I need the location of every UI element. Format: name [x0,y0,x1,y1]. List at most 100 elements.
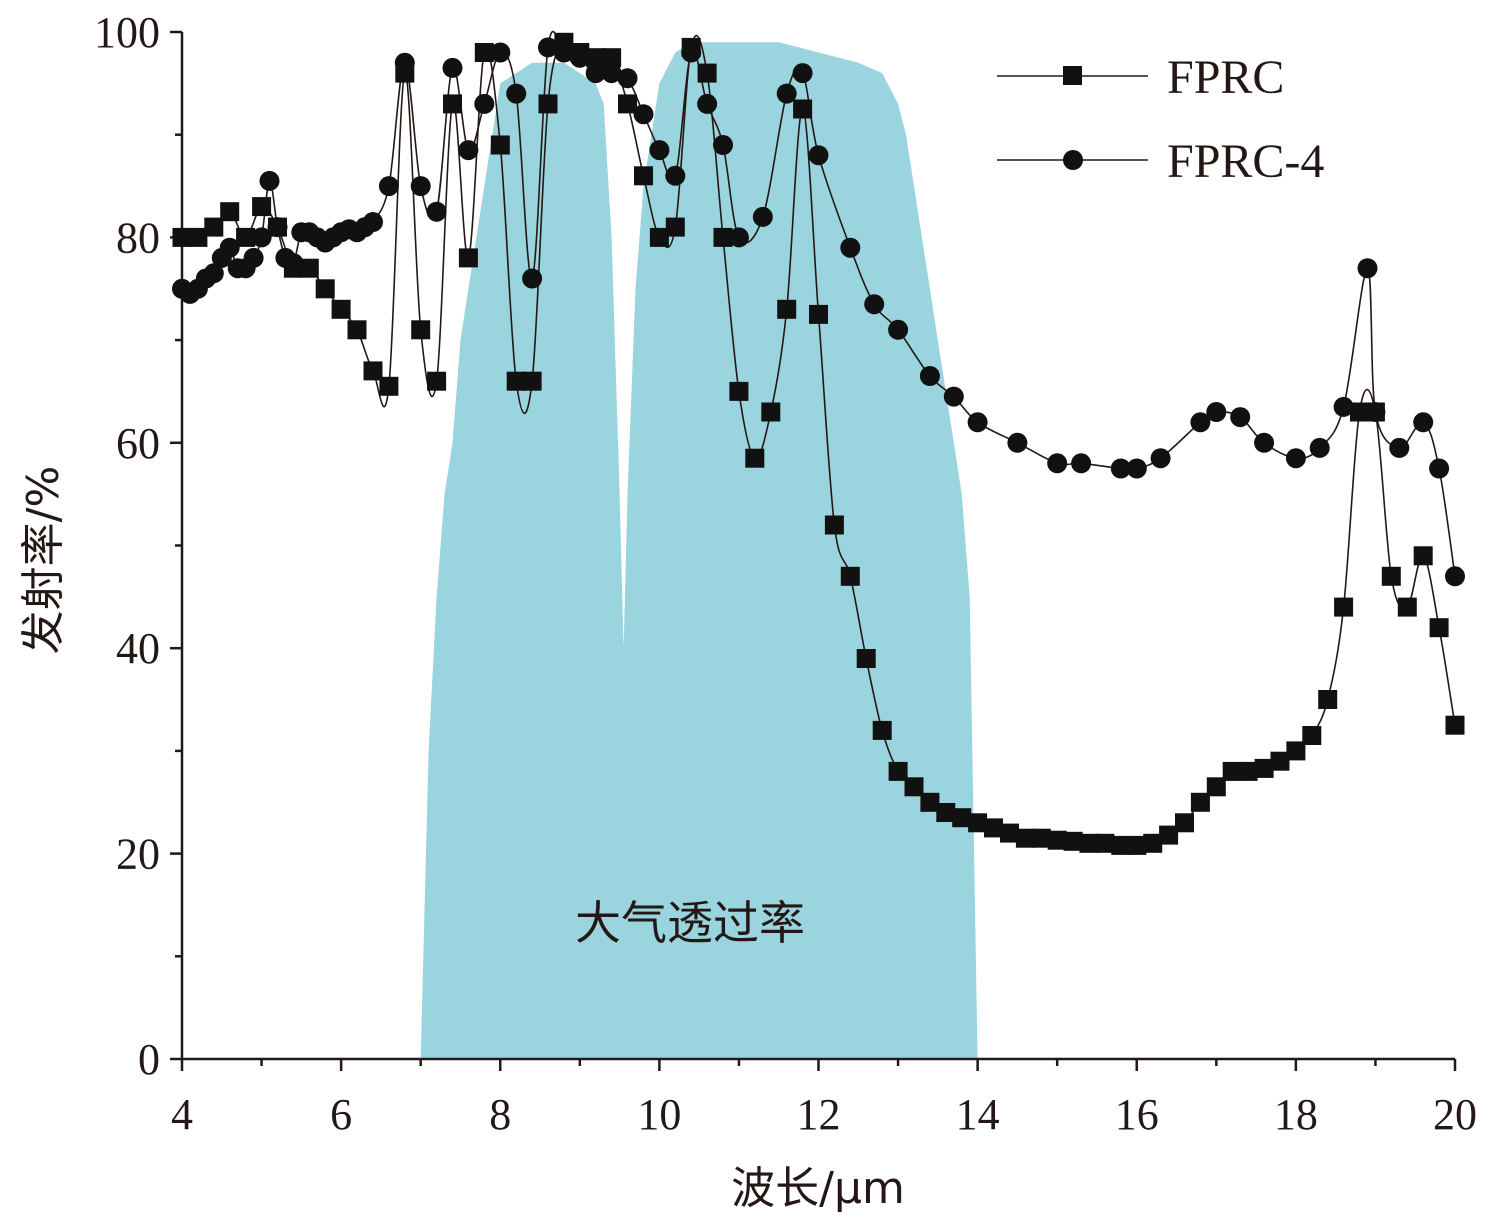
data-point-fprc4 [259,170,280,191]
data-point-fprc4 [617,68,638,89]
data-point-fprc [856,649,876,668]
data-point-fprc [920,792,940,812]
data-point-fprc4 [1429,458,1450,479]
data-point-fprc [697,63,717,83]
data-point-fprc4 [864,294,885,315]
data-point-fprc4 [442,57,463,78]
data-point-fprc4 [1047,453,1068,474]
data-point-fprc4 [474,93,495,114]
data-point-fprc [172,227,192,247]
data-point-fprc4 [394,52,415,73]
data-point-fprc4 [919,366,940,386]
data-point-fprc [1381,566,1401,586]
data-point-fprc [331,299,351,319]
data-point-fprc [236,227,256,247]
data-point-fprc [1079,833,1099,853]
data-point-fprc4 [569,47,590,68]
atmosphere-annotation: 大气透过率 [575,896,805,950]
data-point-fprc [824,515,844,535]
data-point-fprc [474,43,494,62]
data-point-fprc [1445,715,1465,735]
data-point-fprc [1063,831,1083,851]
data-point-fprc [1111,835,1131,855]
data-point-fprc [188,227,208,247]
data-point-fprc [411,320,431,340]
x-tick-label: 6 [330,1090,352,1139]
data-point-fprc [618,94,637,114]
data-point-fprc4 [1110,458,1131,479]
data-point-fprc [1015,828,1035,848]
y-tick-label: 20 [116,830,160,879]
data-point-fprc [1238,761,1258,781]
data-point-fprc4 [1190,412,1211,433]
data-point-fprc4 [1254,432,1275,453]
data-point-fprc4 [267,217,288,238]
data-point-fprc [1222,761,1242,781]
atmosphere-transmittance-band [420,42,978,1060]
x-tick-label: 10 [637,1090,681,1139]
data-point-fprc4 [1413,412,1434,433]
data-point-fprc [936,803,956,822]
data-point-fprc4 [363,212,383,232]
data-point-fprc4 [1333,396,1354,417]
data-point-fprc [204,217,224,237]
data-point-fprc4 [792,63,813,84]
data-point-fprc4 [410,176,431,197]
y-tick-label: 100 [94,8,160,57]
data-point-fprc [984,818,1003,838]
data-point-fprc4 [888,319,909,340]
data-point-fprc [872,720,892,740]
data-point-fprc [1143,833,1163,853]
data-point-fprc [363,361,383,381]
data-point-fprc [952,808,972,828]
data-point-fprc4 [943,386,964,407]
data-point-fprc4 [1071,453,1092,474]
data-point-fprc4 [681,42,702,63]
x-tick-label: 20 [1433,1090,1477,1139]
data-point-fprc4 [728,227,749,248]
data-point-fprc [713,227,733,247]
data-point-fprc4 [1357,258,1378,279]
data-point-fprc [315,279,335,299]
data-point-fprc [299,258,319,278]
data-point-fprc4 [665,165,686,186]
data-point-fprc4 [1230,407,1251,428]
legend-fprc4-label: FPRC-4 [1167,135,1324,188]
data-point-fprc4 [585,63,606,84]
data-point-fprc4 [649,140,670,161]
data-point-fprc [777,299,797,319]
data-point-fprc [888,761,908,781]
x-tick-label: 4 [171,1090,193,1139]
data-point-fprc [458,248,478,268]
data-point-fprc [745,448,765,468]
data-point-fprc [1175,813,1194,833]
data-point-fprc [1127,835,1147,855]
data-point-fprc4 [967,412,988,433]
legend-fprc-marker [1063,66,1082,85]
data-point-fprc4 [490,42,511,63]
data-point-fprc [252,197,272,217]
data-point-fprc4 [538,37,558,58]
data-point-fprc4 [203,263,224,284]
data-point-fprc [1206,777,1226,797]
data-point-fprc4 [752,206,773,227]
data-point-fprc4 [219,237,240,258]
data-point-fprc [1159,825,1179,845]
markers [172,32,1465,855]
data-point-fprc [1397,597,1417,617]
data-point-fprc4 [840,237,861,258]
y-axis-title: 发射率/% [18,466,69,655]
data-point-fprc [1318,690,1338,709]
data-point-fprc4 [1126,458,1147,479]
y-tick-label: 0 [138,1035,160,1084]
data-point-fprc [904,777,924,797]
x-tick-label: 14 [956,1090,1000,1139]
y-tick-label: 40 [116,624,160,673]
data-point-fprc [761,402,781,422]
data-point-fprc [490,135,510,155]
y-tick-label: 60 [116,419,160,468]
data-point-fprc [1302,726,1322,745]
data-point-fprc4 [776,83,797,104]
data-point-fprc4 [458,140,479,161]
